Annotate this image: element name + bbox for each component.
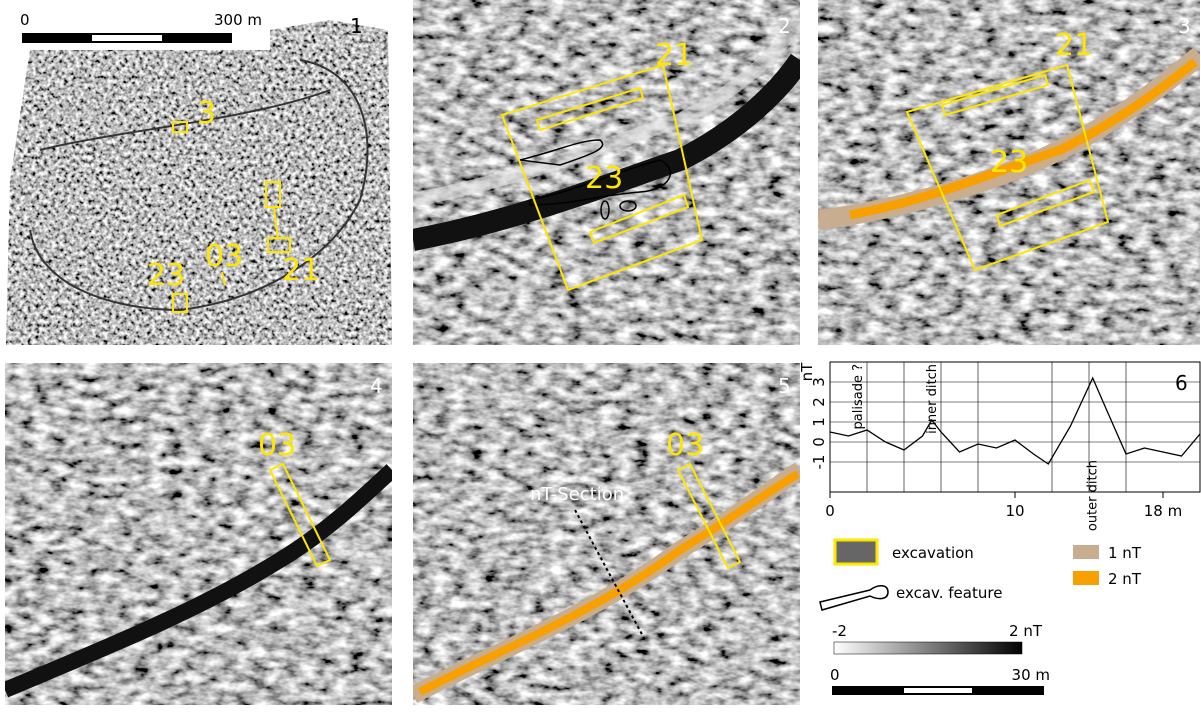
panel-number: 5 — [778, 374, 791, 398]
x-tick-label: 10 — [1005, 502, 1024, 520]
scale-label: 300 m — [214, 11, 262, 29]
legend-1nt — [1073, 545, 1099, 559]
y-axis-label: nT — [798, 362, 816, 382]
annotation: palisade ? — [851, 364, 866, 429]
panel-number: 4 — [370, 374, 383, 398]
panel-number: 3 — [1178, 14, 1191, 38]
map-image — [5, 363, 392, 705]
map-image — [413, 363, 800, 705]
site-label: 21 — [282, 253, 320, 288]
site-label: 23 — [147, 258, 185, 293]
y-tick-label: -1 — [810, 455, 828, 470]
panel-5: 5 03 nT-Section — [413, 363, 800, 705]
scale-label: 0 — [830, 666, 840, 684]
legend-label: 2 nT — [1108, 570, 1142, 588]
profile-line — [830, 378, 1200, 464]
site-label: 03 — [258, 428, 296, 463]
colorbar-label: 2 nT — [1009, 622, 1043, 640]
legend-excavation — [835, 540, 877, 564]
legend-label: excav. feature — [896, 584, 1002, 602]
colorbar — [834, 642, 1022, 654]
annotation: inner ditch — [925, 364, 940, 434]
map-image — [6, 20, 392, 345]
site-label: 03 — [205, 239, 243, 274]
y-tick-label: 1 — [810, 417, 828, 427]
legend-label: 1 nT — [1108, 544, 1142, 562]
section-label: nT-Section — [530, 484, 624, 505]
site-label: 21 — [1055, 28, 1093, 63]
site-label: 23 — [585, 161, 623, 196]
legend-feature — [820, 586, 888, 610]
panel-number: 1 — [350, 14, 363, 38]
scale-bar — [904, 688, 972, 693]
y-tick-label: 2 — [810, 397, 828, 407]
y-tick-label: 0 — [810, 437, 828, 447]
panel-4: 4 03 — [5, 363, 392, 705]
scale-label: 30 m — [1012, 666, 1050, 684]
annotation: outer ditch — [1086, 460, 1101, 531]
figure: 0 300 m 1 3 03 21 23 2 21 23 3 21 23 4 0… — [0, 0, 1201, 708]
x-tick-label: 18 m — [1144, 502, 1182, 520]
plot-frame — [830, 362, 1200, 492]
panel-2: 2 21 23 — [413, 0, 800, 345]
legend-2nt — [1073, 571, 1099, 585]
scale-bar — [92, 35, 162, 41]
panel-1: 0 300 m 1 3 03 21 23 — [6, 0, 392, 345]
scale-label: 0 — [20, 11, 30, 29]
site-label: 3 — [197, 96, 216, 131]
site-label: 21 — [655, 38, 693, 73]
panel-3: 3 21 23 — [818, 0, 1200, 345]
x-tick-label: 0 — [825, 502, 835, 520]
legend: excavation excav. feature 1 nT 2 nT -2 2… — [820, 540, 1142, 695]
site-label: 23 — [990, 145, 1028, 180]
legend-label: excavation — [892, 544, 974, 562]
site-label: 03 — [666, 428, 704, 463]
panel-number: 2 — [778, 14, 791, 38]
panel-number: 6 — [1175, 371, 1188, 395]
colorbar-label: -2 — [832, 622, 847, 640]
